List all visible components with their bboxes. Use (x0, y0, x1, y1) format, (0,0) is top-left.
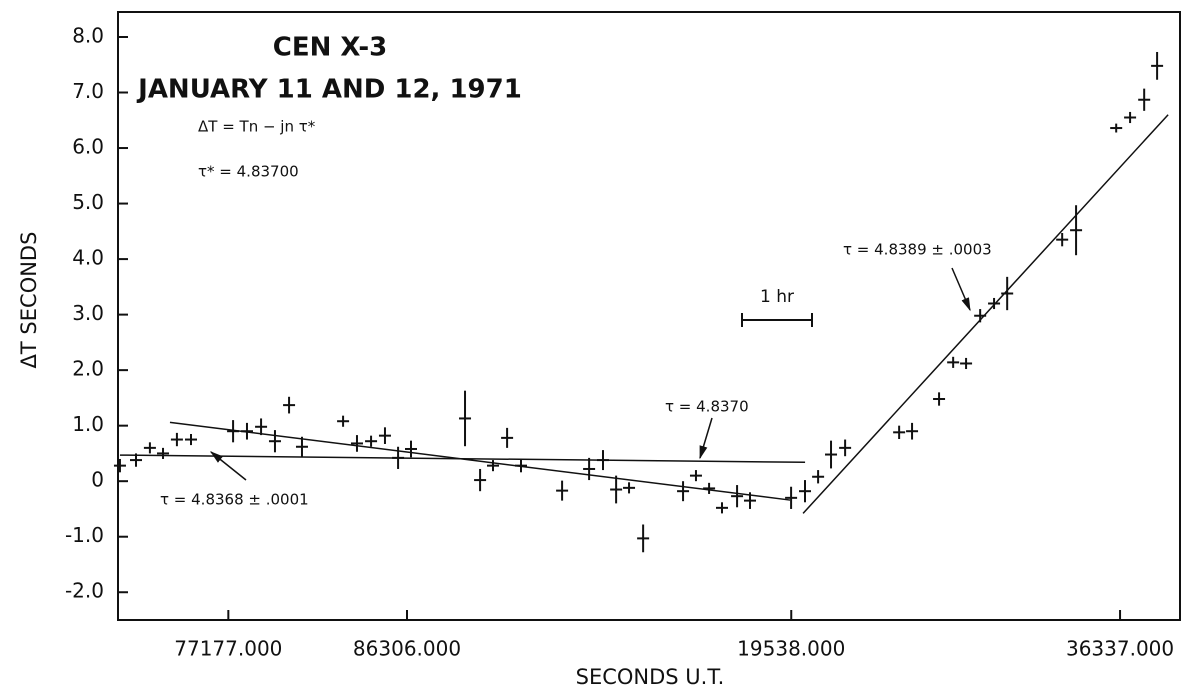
fit-line (169, 421, 791, 501)
scale-bar (741, 313, 813, 327)
y-tick-label: -1.0 (65, 523, 104, 547)
fit-line-label: τ = 4.8389 ± .0003 (843, 241, 992, 259)
y-tick-label: 5.0 (72, 190, 104, 214)
fit-line (119, 454, 806, 464)
y-tick-label: 2.0 (72, 357, 104, 381)
fit-line-label: τ = 4.8368 ± .0001 (160, 491, 309, 509)
fit-line (802, 114, 1169, 514)
y-tick-label: 6.0 (72, 135, 104, 159)
y-tick-label: 1.0 (72, 412, 104, 436)
y-tick-label: 4.0 (72, 246, 104, 270)
annotation-arrow (951, 267, 971, 312)
x-tick-label: 19538.000 (737, 637, 845, 661)
reference-period: τ* = 4.83700 (198, 163, 299, 181)
x-tick-label: 77177.000 (174, 637, 282, 661)
formula: ΔT = Tn − jn τ* (198, 118, 316, 136)
plot-frame (117, 11, 1181, 621)
annotation-arrow (699, 417, 713, 460)
y-tick-label: -2.0 (65, 579, 104, 603)
chart-subtitle: JANUARY 11 AND 12, 1971 (136, 75, 522, 105)
y-tick-label: 3.0 (72, 301, 104, 325)
y-tick-label: 8.0 (72, 23, 104, 47)
y-tick-label: 7.0 (72, 79, 104, 103)
x-tick-label: 36337.000 (1066, 637, 1174, 661)
chart-title: CEN X-3 (273, 33, 387, 63)
scale-bar-label: 1 hr (760, 287, 794, 307)
y-axis-label: ΔT SECONDS (17, 232, 41, 369)
x-axis-label: SECONDS U.T. (576, 665, 725, 689)
fit-line-label: τ = 4.8370 (665, 398, 749, 416)
x-tick-label: 86306.000 (353, 637, 461, 661)
y-tick-label: 0 (91, 468, 104, 492)
